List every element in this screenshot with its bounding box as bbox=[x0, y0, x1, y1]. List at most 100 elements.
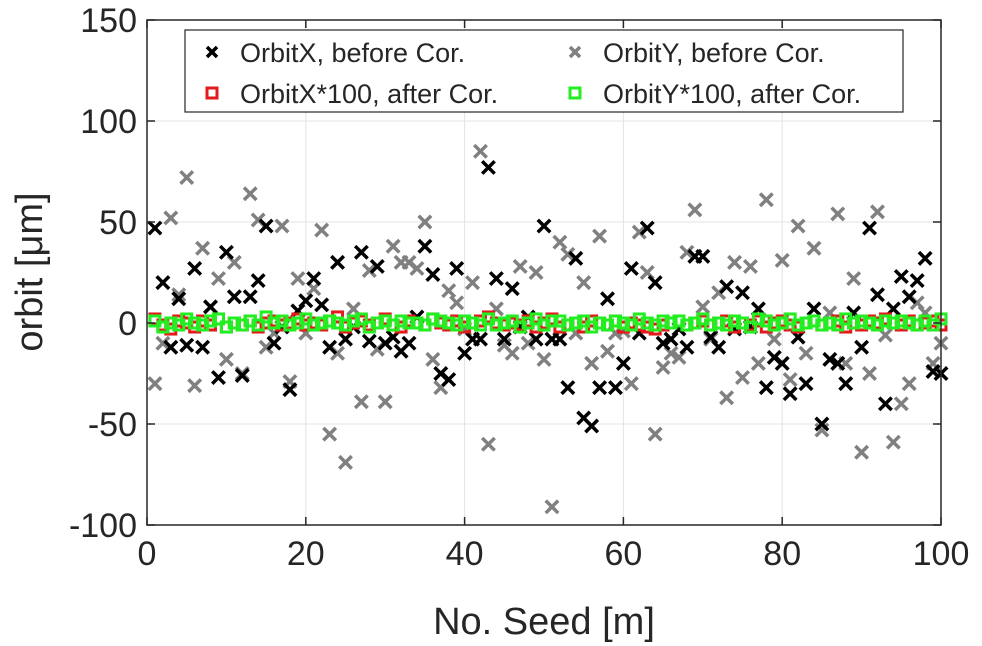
data-point bbox=[346, 314, 360, 328]
data-point bbox=[307, 318, 321, 332]
data-point bbox=[480, 159, 496, 175]
data-point bbox=[489, 318, 503, 332]
data-point bbox=[417, 214, 433, 230]
data-point bbox=[593, 316, 607, 330]
data-point bbox=[282, 382, 298, 398]
data-point bbox=[290, 271, 306, 287]
data-point bbox=[814, 416, 830, 432]
data-point bbox=[774, 252, 790, 268]
data-point bbox=[823, 316, 837, 330]
plot-frame bbox=[146, 19, 942, 526]
data-point bbox=[242, 186, 258, 202]
data-point bbox=[695, 248, 711, 264]
data-point bbox=[568, 250, 584, 266]
data-point bbox=[607, 380, 623, 396]
data-point bbox=[218, 351, 234, 367]
data-point bbox=[791, 318, 805, 332]
y-tick-label: -50 bbox=[88, 406, 137, 444]
data-point bbox=[878, 314, 892, 328]
x-tick-label: 80 bbox=[763, 535, 801, 573]
data-point bbox=[314, 222, 330, 238]
data-point bbox=[656, 314, 670, 328]
data-point bbox=[640, 316, 654, 330]
data-point bbox=[584, 355, 600, 371]
data-point bbox=[901, 289, 917, 305]
data-point bbox=[917, 250, 933, 266]
data-point bbox=[751, 312, 765, 326]
data-point bbox=[647, 426, 663, 442]
data-point bbox=[361, 263, 377, 278]
data-point bbox=[322, 339, 338, 355]
data-point bbox=[822, 351, 838, 367]
data-point bbox=[623, 376, 639, 392]
legend-label-orbity-after: OrbitY*100, after Cor. bbox=[603, 79, 861, 109]
data-point bbox=[409, 260, 425, 276]
data-point bbox=[830, 355, 846, 371]
y-tick-label: 150 bbox=[80, 2, 137, 40]
data-point bbox=[466, 316, 480, 330]
data-point bbox=[870, 287, 885, 303]
data-point bbox=[894, 314, 908, 328]
data-point bbox=[766, 331, 782, 347]
data-point bbox=[250, 273, 266, 289]
data-point bbox=[569, 316, 583, 330]
data-point bbox=[902, 316, 916, 330]
data-point bbox=[394, 314, 408, 328]
data-point bbox=[615, 355, 631, 371]
data-point bbox=[218, 244, 234, 260]
x-tick-label: 60 bbox=[604, 535, 642, 573]
data-point bbox=[680, 318, 694, 332]
data-point bbox=[790, 218, 806, 234]
data-point bbox=[512, 258, 528, 274]
data-point bbox=[846, 271, 862, 287]
data-point bbox=[847, 316, 861, 330]
data-point bbox=[545, 314, 559, 328]
data-point bbox=[838, 376, 854, 392]
data-point bbox=[870, 204, 885, 220]
data-point bbox=[886, 316, 900, 330]
data-point bbox=[750, 355, 766, 371]
x-axis-label: No. Seed [m] bbox=[433, 601, 655, 643]
data-point bbox=[171, 291, 187, 307]
data-point bbox=[552, 234, 568, 250]
data-point bbox=[163, 210, 179, 226]
data-point bbox=[877, 396, 893, 412]
data-point bbox=[790, 329, 806, 345]
data-point bbox=[782, 372, 798, 388]
y-tick-labels: -100 -50 0 50 100 150 bbox=[69, 2, 137, 545]
data-point bbox=[195, 240, 211, 256]
x-tick-label: 0 bbox=[138, 535, 157, 573]
data-point bbox=[679, 244, 695, 260]
data-point bbox=[560, 246, 576, 262]
legend-label-orbity-before: OrbitY, before Cor. bbox=[603, 38, 825, 68]
data-point bbox=[647, 275, 663, 291]
data-point bbox=[306, 271, 322, 287]
data-point bbox=[758, 380, 774, 396]
data-point bbox=[426, 312, 440, 326]
data-point bbox=[179, 337, 195, 353]
data-point bbox=[711, 339, 727, 355]
data-point bbox=[704, 318, 718, 332]
data-point bbox=[561, 318, 575, 332]
data-point bbox=[274, 218, 290, 234]
data-point bbox=[862, 366, 878, 381]
data-point bbox=[885, 301, 901, 317]
axis-ticks bbox=[146, 19, 942, 526]
data-point bbox=[544, 499, 560, 515]
data-point bbox=[188, 316, 202, 330]
data-point bbox=[528, 265, 544, 280]
data-point bbox=[735, 370, 750, 386]
data-point bbox=[370, 316, 384, 330]
data-point bbox=[893, 396, 909, 412]
data-point bbox=[536, 351, 552, 367]
data-point bbox=[298, 293, 314, 309]
data-point bbox=[227, 316, 241, 330]
data-point bbox=[504, 345, 520, 361]
data-point bbox=[750, 301, 766, 317]
data-point bbox=[369, 258, 385, 274]
data-point bbox=[528, 331, 544, 347]
data-point bbox=[616, 316, 630, 330]
data-point bbox=[623, 260, 639, 276]
legend-label-orbitx-before: OrbitX, before Cor. bbox=[240, 38, 465, 68]
data-point bbox=[592, 228, 608, 244]
